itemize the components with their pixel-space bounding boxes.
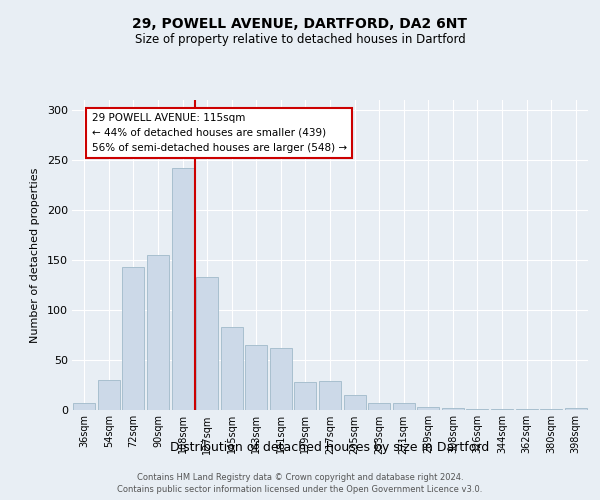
Bar — [319, 381, 341, 410]
Text: Distribution of detached houses by size in Dartford: Distribution of detached houses by size … — [170, 441, 490, 454]
Text: Size of property relative to detached houses in Dartford: Size of property relative to detached ho… — [134, 32, 466, 46]
Bar — [344, 395, 365, 410]
Bar — [147, 255, 169, 410]
Bar — [172, 168, 194, 410]
Bar — [98, 380, 120, 410]
Bar — [295, 382, 316, 410]
Text: 29, POWELL AVENUE, DARTFORD, DA2 6NT: 29, POWELL AVENUE, DARTFORD, DA2 6NT — [133, 18, 467, 32]
Bar — [491, 409, 513, 410]
Text: Contains public sector information licensed under the Open Government Licence v3: Contains public sector information licen… — [118, 484, 482, 494]
Bar — [392, 403, 415, 410]
Bar — [196, 277, 218, 410]
Bar — [73, 403, 95, 410]
Text: Contains HM Land Registry data © Crown copyright and database right 2024.: Contains HM Land Registry data © Crown c… — [137, 473, 463, 482]
Bar — [466, 409, 488, 410]
Y-axis label: Number of detached properties: Number of detached properties — [30, 168, 40, 342]
Bar — [442, 408, 464, 410]
Bar — [368, 403, 390, 410]
Bar — [221, 327, 243, 410]
Bar — [122, 267, 145, 410]
Bar — [245, 345, 268, 410]
Text: 29 POWELL AVENUE: 115sqm
← 44% of detached houses are smaller (439)
56% of semi-: 29 POWELL AVENUE: 115sqm ← 44% of detach… — [92, 113, 347, 152]
Bar — [565, 408, 587, 410]
Bar — [540, 409, 562, 410]
Bar — [417, 407, 439, 410]
Bar — [515, 409, 538, 410]
Bar — [270, 348, 292, 410]
